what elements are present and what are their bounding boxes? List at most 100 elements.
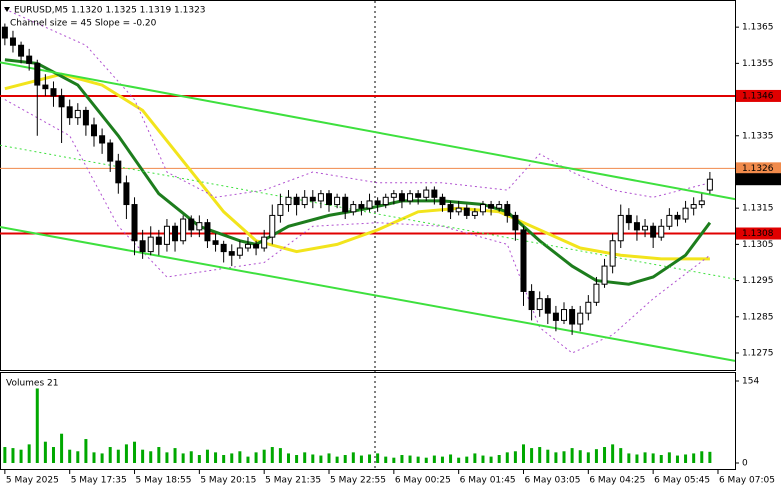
volume-bar — [530, 448, 534, 463]
candle-body — [642, 225, 649, 231]
volume-bar — [432, 455, 436, 463]
volume-bar — [100, 453, 104, 463]
candle-body — [698, 200, 705, 206]
candle-body — [82, 109, 89, 126]
volume-bar — [165, 452, 169, 463]
x-tick-label: 5 May 18:55 — [136, 476, 192, 486]
volume-bar — [651, 453, 655, 463]
candle-body — [479, 204, 486, 213]
volume-bar — [586, 452, 590, 463]
candle-body — [690, 204, 697, 209]
candle-body — [261, 236, 268, 249]
volume-bar — [189, 451, 193, 463]
candle-body — [107, 142, 114, 162]
y-tick-label: 1.1275 — [742, 348, 774, 358]
volume-bar — [19, 449, 23, 463]
candle-body — [58, 95, 65, 108]
price-box — [736, 227, 781, 240]
price-box-label: 1.1323 — [742, 175, 774, 185]
volume-bar — [392, 457, 396, 463]
x-tick-label: 5 May 20:15 — [200, 476, 256, 486]
volume-bar — [35, 388, 39, 463]
candle-body — [423, 189, 430, 198]
candle-body — [91, 124, 98, 137]
volume-bar — [173, 448, 177, 463]
volume-bar — [76, 451, 80, 463]
candle-body — [488, 204, 495, 209]
candle-body — [334, 196, 341, 206]
candle-body — [131, 204, 138, 242]
volume-bar — [141, 449, 145, 463]
candle-body — [666, 214, 673, 227]
x-tick-label: 5 May 21:35 — [265, 476, 321, 486]
candle-body — [139, 240, 146, 253]
candle-body — [301, 196, 308, 206]
volume-bar — [594, 449, 598, 463]
y-tick-label: 1.1365 — [742, 23, 774, 33]
price-box-label: 1.1346 — [742, 91, 774, 101]
candle-body — [180, 218, 187, 242]
candle-body — [220, 243, 227, 253]
candle-body — [585, 301, 592, 314]
candle-body — [536, 298, 543, 311]
volume-bar — [335, 456, 339, 463]
chart-subtitle: Channel size = 45 Slope = -0.20 — [10, 19, 157, 29]
candle-body — [358, 204, 365, 209]
volume-bar — [481, 455, 485, 463]
y-tick-label: 1.1355 — [742, 59, 774, 69]
candle-body — [342, 196, 349, 213]
candle-body — [398, 193, 405, 202]
volume-bar — [11, 448, 15, 463]
x-tick-label: 5 May 17:35 — [71, 476, 127, 486]
volume-bar — [133, 441, 137, 463]
candle-body — [74, 109, 81, 119]
candle-body — [212, 240, 219, 245]
volume-bar — [449, 454, 453, 463]
x-tick-label: 6 May 05:45 — [654, 476, 710, 486]
volume-bar — [708, 451, 712, 463]
candle-body — [577, 312, 584, 325]
candle-body — [439, 196, 446, 206]
volume-bar — [238, 451, 242, 463]
volume-bar — [262, 449, 266, 463]
volume-bar — [627, 453, 631, 463]
candle-body — [658, 225, 665, 238]
volume-bar — [400, 455, 404, 463]
candle-body — [415, 193, 422, 198]
volume-bar — [554, 452, 558, 463]
candle-body — [431, 189, 438, 198]
x-tick-label: 6 May 03:05 — [524, 476, 580, 486]
volume-bar — [376, 453, 380, 463]
title-arrow — [4, 7, 10, 12]
volume-bar — [521, 444, 525, 463]
volume-bar — [700, 451, 704, 463]
candle-body — [447, 204, 454, 213]
candle-body — [350, 204, 357, 213]
candle-body — [172, 225, 179, 242]
volume-bar — [295, 455, 299, 463]
candle-body — [293, 196, 300, 206]
volume-bar — [611, 444, 615, 463]
x-tick-label: 5 May 22:55 — [330, 476, 386, 486]
volume-bar — [27, 444, 31, 463]
volume-bar — [51, 447, 55, 463]
volume-bar — [505, 452, 509, 463]
candle-body — [147, 236, 154, 253]
volume-bar — [489, 456, 493, 463]
volume-bar — [635, 454, 639, 463]
candle-body — [625, 214, 632, 224]
candle-body — [366, 200, 373, 209]
volume-bar — [578, 450, 582, 463]
candle-body — [123, 182, 130, 206]
candle-body — [569, 309, 576, 325]
candle-body — [617, 214, 624, 242]
volume-bar — [124, 444, 128, 463]
volume-bar — [327, 453, 331, 463]
candle-body — [244, 243, 251, 249]
volume-bar — [270, 447, 274, 463]
candle-body — [471, 211, 478, 216]
x-tick-label: 6 May 04:25 — [589, 476, 645, 486]
volume-bar — [408, 455, 412, 463]
candle-body — [528, 290, 535, 311]
y-tick-label: 1.1285 — [742, 312, 774, 322]
